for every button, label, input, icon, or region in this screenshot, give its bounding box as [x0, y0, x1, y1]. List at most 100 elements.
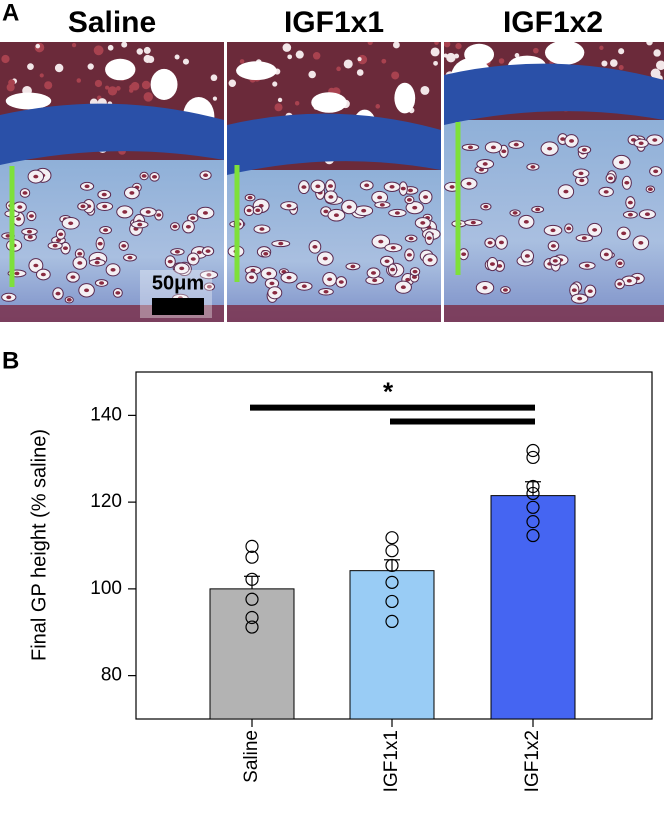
nucleus: [141, 174, 147, 178]
marrow-cell: [174, 54, 180, 60]
data-point: [245, 572, 259, 586]
nucleus: [411, 275, 417, 279]
nucleus: [577, 296, 583, 301]
data-point: [245, 610, 259, 625]
y-tick-label: 140: [90, 404, 122, 425]
nucleus: [97, 241, 103, 246]
nucleus: [278, 241, 284, 246]
nucleus: [489, 262, 495, 266]
data-point: [385, 544, 399, 558]
marrow-cell: [1, 54, 10, 64]
x-tick-label: IGF1x2: [522, 730, 543, 792]
marrow-cell: [128, 88, 134, 93]
marrow-cell: [107, 44, 114, 51]
marrow-cell: [367, 42, 373, 45]
marrow-cell: [655, 60, 664, 71]
histology-image: [444, 42, 664, 322]
nucleus: [301, 284, 307, 289]
nucleus: [99, 281, 105, 285]
marrow-cell: [295, 50, 304, 59]
nucleus: [259, 227, 265, 231]
nucleus: [400, 285, 406, 290]
nucleus: [581, 148, 587, 152]
x-tick-label: IGF1x1: [381, 730, 402, 792]
nucleus: [530, 165, 536, 169]
nucleus: [174, 249, 180, 254]
marrow-cell: [653, 49, 661, 57]
nucleus: [206, 273, 212, 277]
nucleus: [250, 268, 256, 273]
nucleus: [122, 210, 128, 214]
marrow-cell: [646, 42, 653, 46]
marrow-cell: [182, 58, 190, 65]
marrow-cell: [455, 42, 462, 50]
data-point: [526, 500, 540, 514]
nucleus: [550, 244, 556, 248]
nucleus: [301, 185, 307, 189]
nucleus: [364, 183, 370, 188]
nucleus: [145, 210, 151, 214]
marrow-cell: [498, 58, 505, 64]
nucleus: [286, 203, 292, 208]
nucleus: [647, 187, 653, 192]
marrow-cell: [277, 97, 283, 103]
nucleus: [523, 220, 529, 224]
data-point: [385, 594, 399, 609]
data-point: [526, 515, 540, 529]
nucleus: [172, 224, 178, 229]
marrow-cell: [35, 43, 41, 49]
marrow-cell: [444, 42, 451, 48]
bone: [227, 113, 441, 175]
nucleus: [17, 205, 23, 209]
nucleus: [84, 184, 90, 189]
marrow-cell: [274, 103, 283, 112]
fat-vacuole: [236, 61, 277, 81]
nucleus: [563, 189, 569, 194]
nucleus: [578, 171, 584, 176]
nucleus: [617, 282, 623, 286]
marrow-cell: [392, 42, 400, 49]
nucleus: [249, 275, 255, 280]
data-point: [385, 531, 399, 545]
nucleus: [33, 174, 39, 179]
nucleus: [350, 264, 356, 269]
fat-vacuole: [544, 42, 585, 65]
nucleus: [333, 213, 339, 218]
nucleus: [621, 231, 627, 236]
nucleus: [40, 272, 46, 277]
nucleus: [423, 195, 429, 199]
nucleus: [524, 254, 530, 258]
nucleus: [115, 291, 121, 295]
nucleus: [84, 288, 90, 293]
nucleus: [62, 246, 68, 250]
nucleus: [497, 264, 503, 268]
nucleus: [547, 146, 553, 151]
bone: [0, 103, 224, 165]
bar: [209, 588, 295, 720]
nucleus: [58, 232, 64, 237]
bone: [444, 63, 664, 125]
marrow-cell: [375, 104, 381, 109]
nucleus: [502, 288, 508, 292]
scale-bar: [152, 298, 204, 315]
nucleus: [644, 212, 650, 217]
marrow-cell: [239, 59, 245, 64]
nucleus: [129, 191, 135, 195]
nucleus: [80, 204, 86, 209]
marrow-cell: [143, 46, 151, 54]
nucleus: [327, 184, 333, 188]
nucleus: [371, 271, 377, 275]
nucleus: [286, 275, 292, 280]
marrow-cell: [294, 101, 300, 106]
x-tick-label: Saline: [241, 730, 262, 783]
nucleus: [247, 195, 253, 200]
marrow-cell: [130, 81, 140, 91]
data-point: [526, 528, 540, 543]
nucleus: [638, 241, 644, 245]
nucleus: [28, 214, 34, 218]
marrow-cell: [143, 92, 154, 102]
nucleus: [167, 259, 173, 264]
nucleus: [312, 245, 318, 249]
nucleus: [390, 245, 396, 250]
nucleus: [377, 195, 383, 200]
